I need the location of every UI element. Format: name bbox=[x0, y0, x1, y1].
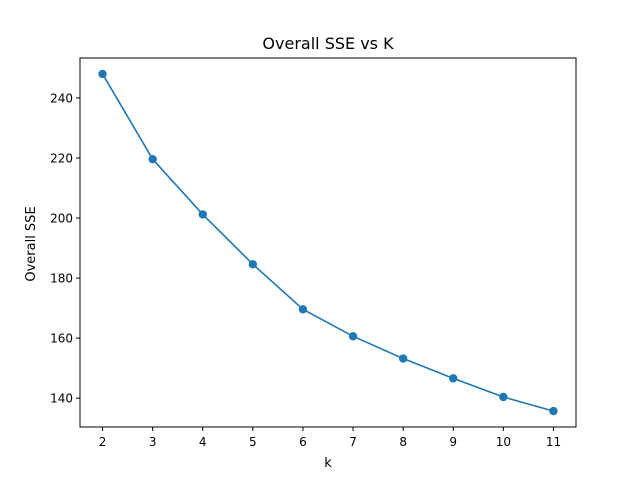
data-point bbox=[248, 260, 258, 269]
x-axis: 2 3 4 5 6 7 8 9 10 11 bbox=[99, 427, 561, 449]
data-point bbox=[449, 374, 458, 383]
data-point bbox=[348, 332, 358, 341]
y-tick-label: 200 bbox=[50, 212, 73, 226]
y-tick-label: 140 bbox=[50, 392, 73, 406]
x-tick-label: 6 bbox=[299, 435, 307, 449]
x-tick-label: 7 bbox=[349, 435, 357, 449]
data-point bbox=[148, 154, 157, 164]
x-tick-label: 5 bbox=[249, 435, 257, 449]
data-point bbox=[549, 406, 558, 416]
x-tick-label: 8 bbox=[399, 435, 407, 449]
y-tick-label: 240 bbox=[50, 91, 73, 105]
y-axis: 140 160 180 200 220 240 bbox=[50, 91, 80, 406]
x-axis-label: k bbox=[324, 456, 332, 471]
y-tick-label: 180 bbox=[50, 272, 73, 286]
data-point bbox=[298, 305, 308, 314]
y-axis-label: Overall SSE bbox=[24, 206, 39, 281]
chart-title: Overall SSE vs K bbox=[262, 34, 394, 53]
x-tick-label: 2 bbox=[99, 435, 107, 449]
x-tick-label: 11 bbox=[546, 435, 561, 449]
x-tick-label: 9 bbox=[449, 435, 457, 449]
series-line bbox=[101, 73, 554, 412]
data-point bbox=[398, 354, 408, 363]
x-tick-label: 3 bbox=[149, 435, 157, 449]
x-tick-label: 4 bbox=[199, 435, 207, 449]
x-tick-label: 10 bbox=[496, 435, 511, 449]
data-point bbox=[198, 210, 207, 219]
y-tick-label: 220 bbox=[50, 151, 73, 165]
series-layer bbox=[98, 69, 558, 416]
plot-area-frame bbox=[79, 57, 577, 428]
data-point bbox=[499, 392, 508, 402]
y-tick-label: 160 bbox=[50, 332, 73, 346]
data-point bbox=[98, 69, 107, 79]
